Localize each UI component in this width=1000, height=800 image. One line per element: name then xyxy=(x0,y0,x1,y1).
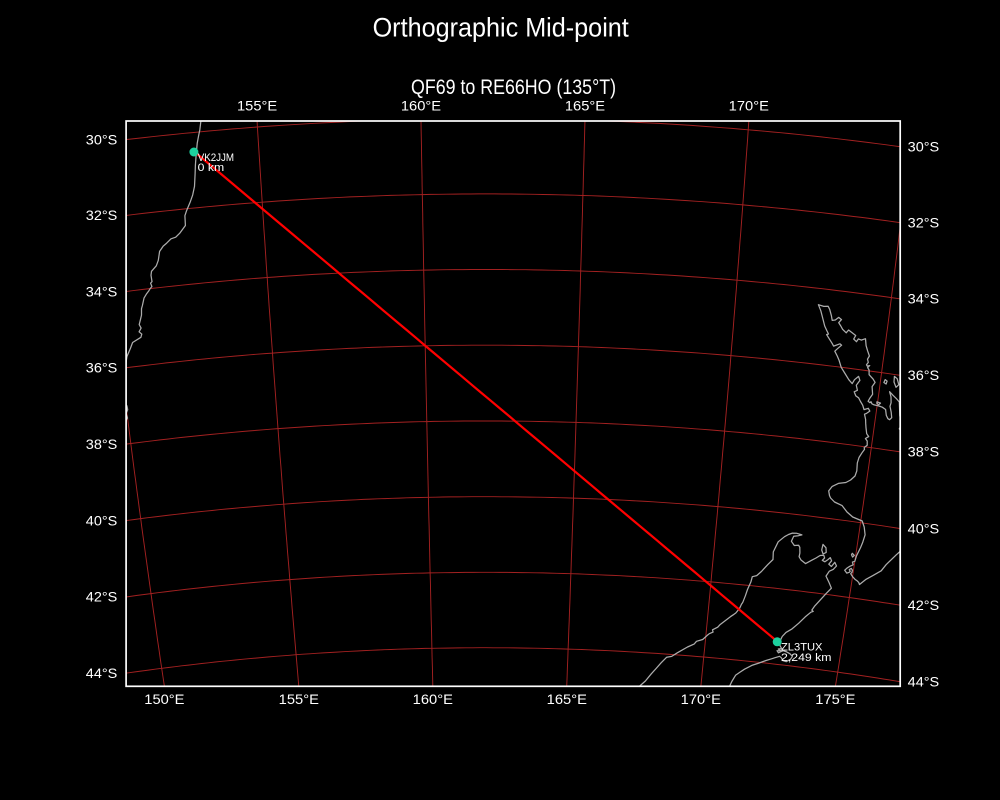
svg-text:44°S: 44°S xyxy=(86,666,118,681)
svg-text:155°E: 155°E xyxy=(279,692,319,707)
svg-text:QF69 to RE66HO (135°T): QF69 to RE66HO (135°T) xyxy=(411,75,616,99)
svg-text:VK2JJM: VK2JJM xyxy=(198,152,234,164)
svg-text:170°E: 170°E xyxy=(681,692,721,707)
svg-text:44°S: 44°S xyxy=(908,675,940,690)
svg-text:165°E: 165°E xyxy=(565,99,605,114)
svg-text:32°S: 32°S xyxy=(908,215,940,230)
svg-text:40°S: 40°S xyxy=(908,521,940,536)
svg-text:2,249 km: 2,249 km xyxy=(781,652,832,664)
svg-text:30°S: 30°S xyxy=(908,140,940,155)
svg-text:175°E: 175°E xyxy=(815,692,855,707)
svg-text:170°E: 170°E xyxy=(729,99,769,114)
svg-text:38°S: 38°S xyxy=(908,445,940,460)
svg-text:34°S: 34°S xyxy=(908,292,940,307)
svg-text:155°E: 155°E xyxy=(237,99,277,114)
svg-text:40°S: 40°S xyxy=(86,513,118,528)
svg-text:ZL3TUX: ZL3TUX xyxy=(781,642,823,654)
svg-text:30°S: 30°S xyxy=(86,132,118,147)
svg-text:34°S: 34°S xyxy=(86,284,118,299)
svg-text:32°S: 32°S xyxy=(86,208,118,223)
svg-text:Orthographic Mid-point: Orthographic Mid-point xyxy=(373,13,630,43)
svg-text:36°S: 36°S xyxy=(86,361,118,376)
svg-text:150°E: 150°E xyxy=(144,692,184,707)
svg-text:42°S: 42°S xyxy=(86,590,118,605)
svg-text:0 km: 0 km xyxy=(198,162,225,174)
svg-text:165°E: 165°E xyxy=(547,692,587,707)
svg-text:36°S: 36°S xyxy=(908,368,940,383)
svg-text:42°S: 42°S xyxy=(908,598,940,613)
svg-text:38°S: 38°S xyxy=(86,437,118,452)
svg-text:160°E: 160°E xyxy=(413,692,453,707)
svg-text:160°E: 160°E xyxy=(401,99,441,114)
